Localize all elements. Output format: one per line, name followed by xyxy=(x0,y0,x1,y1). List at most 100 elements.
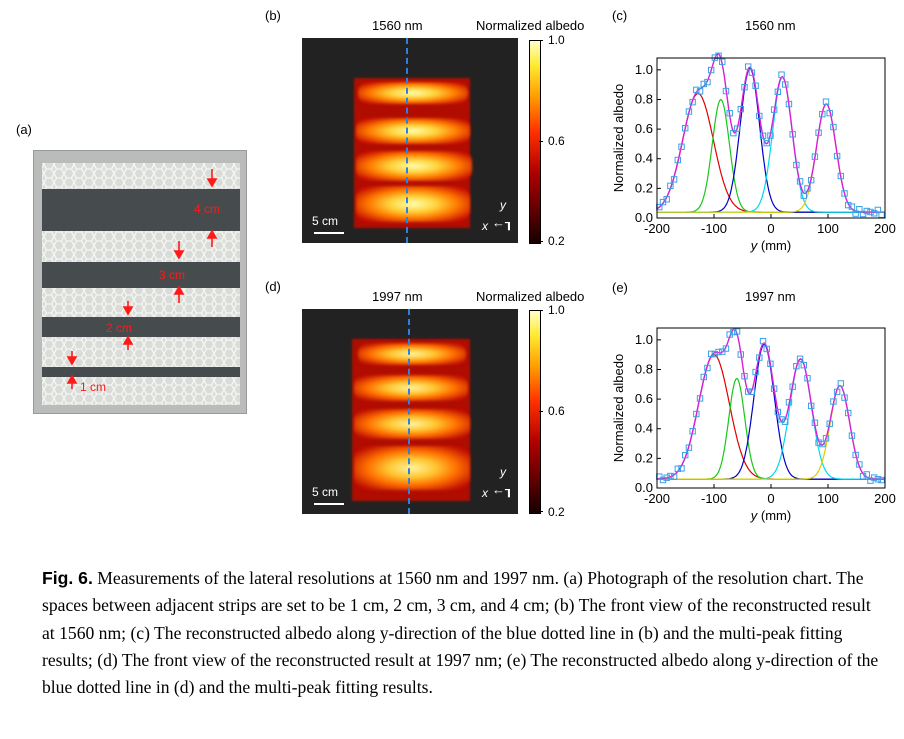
x-axis-label: y (mm) xyxy=(750,508,791,523)
data-point xyxy=(707,66,715,74)
y-tick-label: 0.0 xyxy=(635,210,653,225)
data-point xyxy=(696,88,704,95)
data-point xyxy=(663,474,670,481)
data-point xyxy=(700,80,707,88)
panel-c-label: (c) xyxy=(612,8,628,23)
data-point xyxy=(819,110,826,118)
data-point xyxy=(822,98,830,105)
data-point xyxy=(852,210,859,217)
data-point xyxy=(804,375,811,382)
data-point xyxy=(733,328,741,335)
data-point xyxy=(763,139,770,147)
y-tick-label: 0.6 xyxy=(635,391,653,406)
x-tick-label: 200 xyxy=(874,221,896,236)
data-point xyxy=(745,63,752,70)
data-point xyxy=(789,131,796,138)
panel-c-title: 1560 nm xyxy=(745,18,796,33)
data-point xyxy=(863,471,870,478)
data-point xyxy=(759,132,767,139)
data-point xyxy=(830,123,837,131)
fit-peak-5 xyxy=(657,103,885,213)
cbar-mid-1560: 0.6 xyxy=(548,134,565,148)
data-point xyxy=(733,125,741,132)
panel-b-title: 1560 nm xyxy=(372,18,423,33)
data-point xyxy=(848,203,856,210)
data-point xyxy=(833,152,841,160)
data-point xyxy=(670,473,678,480)
data-point xyxy=(678,143,685,150)
y-tick-label: 0.2 xyxy=(635,180,653,195)
chart-1997: -200 -100 0 100 200 0.0 0.2 0.4 0.6 0.8 1.0 y (mm) N… xyxy=(611,327,896,523)
data-point xyxy=(674,465,682,472)
data-point xyxy=(748,388,756,395)
data-point xyxy=(700,373,707,381)
data-point xyxy=(874,206,882,214)
data-point xyxy=(793,161,800,169)
profile-line-1997 xyxy=(408,309,410,514)
data-point xyxy=(730,328,737,336)
data-point xyxy=(782,81,789,88)
colorbar-1997 xyxy=(529,310,541,514)
data-point xyxy=(711,350,719,358)
data-point xyxy=(811,419,819,426)
profile-line-1560 xyxy=(406,38,408,243)
chart-1560: -200 -100 0 100 200 0.0 0.2 0.4 0.6 0.8 1.0 y (mm) N… xyxy=(611,52,896,253)
data-point xyxy=(759,337,767,345)
data-point xyxy=(826,420,833,427)
data-point xyxy=(785,100,793,108)
panel-a-label: (a) xyxy=(16,122,32,137)
caption-tag: Fig. 6. xyxy=(42,568,93,588)
y-tick-label: 1.0 xyxy=(635,332,653,347)
heatmap-1560: 5 cm y x ←┒ xyxy=(302,38,518,243)
x-tick-label: 0 xyxy=(767,491,774,506)
panel-d-colorbar-title: Normalized albedo xyxy=(476,289,585,304)
panel-d-label: (d) xyxy=(265,279,281,294)
x-tick-label: 100 xyxy=(817,221,839,236)
data-point xyxy=(707,350,715,358)
data-point xyxy=(689,428,696,435)
data-point xyxy=(737,351,744,358)
data-point xyxy=(841,190,848,197)
plot-frame xyxy=(656,327,886,489)
panel-b-colorbar-title: Normalized albedo xyxy=(476,18,585,33)
data-point xyxy=(693,86,700,94)
data-point xyxy=(845,201,852,209)
y-tick-label: 0.8 xyxy=(635,361,653,376)
data-point xyxy=(826,109,833,117)
data-point xyxy=(770,106,778,113)
data-point xyxy=(756,112,763,120)
data-point xyxy=(670,176,678,183)
y-tick-label: 0.4 xyxy=(635,421,653,436)
data-point xyxy=(682,124,689,132)
data-point xyxy=(807,176,815,184)
caption-text: Measurements of the lateral resolutions … xyxy=(42,568,879,698)
fit-peak-2 xyxy=(657,98,885,213)
data-point xyxy=(667,182,674,190)
data-point xyxy=(774,88,782,95)
fit-envelope xyxy=(656,328,885,480)
data-point xyxy=(878,476,885,484)
fit-envelope xyxy=(656,53,885,213)
data-point xyxy=(682,451,689,459)
data-point xyxy=(856,205,863,213)
data-point xyxy=(856,461,863,468)
annotation-3cm: 3 cm xyxy=(159,268,185,282)
data-point xyxy=(837,380,845,387)
annotation-4cm: 4 cm xyxy=(194,202,220,216)
strip-2 xyxy=(42,262,240,288)
x-tick-label: 200 xyxy=(874,491,896,506)
data-point xyxy=(811,153,819,160)
panel-b-label: (b) xyxy=(265,8,281,23)
y-tick-label: 1.0 xyxy=(635,62,653,77)
data-point xyxy=(752,82,759,89)
panel-e-label: (e) xyxy=(612,280,628,295)
data-point xyxy=(685,108,693,115)
data-point xyxy=(833,388,841,396)
data-point xyxy=(852,451,859,459)
cbar-mid-1997: 0.6 xyxy=(548,404,565,418)
figure-caption: Fig. 6. Measurements of the lateral reso… xyxy=(42,565,882,701)
cbar-min-1560: 0.2 xyxy=(548,234,565,248)
data-point xyxy=(796,178,804,185)
axis-x-1997: x xyxy=(482,486,488,500)
scale-bar-1997 xyxy=(314,503,344,505)
